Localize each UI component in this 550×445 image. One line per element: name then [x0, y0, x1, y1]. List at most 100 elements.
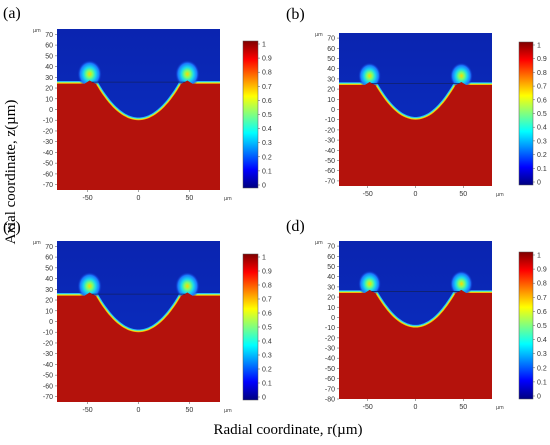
y-unit-label: µm	[33, 28, 41, 34]
colorbar-tick-label: 0.4	[262, 339, 272, 346]
y-tick-label: -10	[325, 117, 335, 124]
colorbar-tick-label: 0.8	[537, 281, 547, 288]
y-tick-label: 20	[45, 298, 53, 305]
colorbar-tick-label: 0.6	[537, 309, 547, 316]
colorbar-tick-label: 0.6	[262, 311, 272, 318]
colorbar-tick-label: 0.5	[537, 323, 547, 330]
y-tick-label: 30	[327, 76, 335, 83]
rim-glow	[449, 270, 473, 298]
y-unit-label: µm	[33, 240, 41, 246]
x-axis: -50 0 50 µm	[83, 190, 232, 202]
y-tick-label: 0	[49, 107, 53, 114]
heatmap-plot	[57, 29, 220, 190]
y-tick-label: -60	[43, 171, 53, 178]
rim-glow	[77, 60, 102, 89]
rim-glow	[358, 270, 382, 298]
colorbar-tick-label: 0.4	[262, 126, 272, 133]
colorbar-gradient	[518, 41, 534, 186]
y-tick-label: 70	[327, 244, 335, 251]
panel-b: (b)706050403020100-10-20-30-40-50-60-70µ…	[286, 6, 547, 198]
colorbar-tick-label: 1	[537, 253, 541, 260]
colorbar-tick-label: 0.2	[537, 152, 547, 159]
colorbar-tick-label: 0.7	[262, 84, 272, 91]
y-tick-label: 60	[45, 255, 53, 262]
y-tick-label: 60	[327, 254, 335, 261]
x-tick-label: -50	[83, 407, 93, 414]
x-tick-label: -50	[83, 195, 93, 202]
colorbar-tick-label: 0.8	[262, 283, 272, 290]
y-tick-label: -40	[325, 356, 335, 363]
panel-d: (d)706050403020100-10-20-30-40-50-60-70-…	[286, 218, 547, 411]
y-tick-label: 70	[327, 36, 335, 43]
colorbar-tick-label: 0.3	[262, 140, 272, 147]
colorbar-tick-label: 0.9	[537, 56, 547, 63]
y-axis: 70 60 50 40 30 20 10 0 -10 -20 -30 -40 -50 -60 -70 -80 µ…	[315, 240, 339, 404]
y-tick-label: 20	[327, 295, 335, 302]
colorbar-tick-label: 0.7	[537, 84, 547, 91]
x-unit-label: µm	[224, 196, 232, 202]
y-tick-label: 10	[45, 308, 53, 315]
y-tick-label: 30	[45, 287, 53, 294]
y-tick-label: -10	[43, 118, 53, 125]
colorbar-gradient	[242, 40, 259, 189]
y-tick-label: -20	[43, 340, 53, 347]
y-axis-label: Axial coordinate, z(µm)	[3, 100, 19, 245]
colorbar: 1 0.9 0.8 0.7 0.6 0.5 0.4 0.3 0.2 0.1 0	[518, 251, 547, 401]
colorbar-tick-label: 0.3	[537, 138, 547, 145]
heatmap-bottom-region	[339, 289, 492, 399]
y-tick-label: 60	[45, 43, 53, 50]
colorbar-tick-label: 0.4	[537, 125, 547, 132]
y-tick-label: 0	[331, 315, 335, 322]
rim-glow	[449, 62, 473, 90]
rim-glow	[175, 272, 200, 301]
heatmap-bottom-region	[57, 80, 220, 190]
y-tick-label: 60	[327, 46, 335, 53]
y-tick-label: 40	[45, 64, 53, 71]
x-tick-label: 50	[186, 407, 194, 414]
y-tick-label: 10	[327, 305, 335, 312]
y-tick-label: -50	[43, 373, 53, 380]
y-tick-label: -40	[43, 362, 53, 369]
colorbar-tick-label: 0.9	[262, 56, 272, 63]
colorbar-tick-label: 0.1	[262, 381, 272, 388]
colorbar-tick-label: 0.5	[537, 111, 547, 118]
y-tick-label: -50	[325, 366, 335, 373]
x-tick-label: 50	[459, 191, 467, 198]
y-axis: 70 60 50 40 30 20 10 0 -10 -20 -30 -40 -50 -60 -70 µm	[33, 28, 57, 189]
y-unit-label: µm	[315, 240, 323, 246]
y-tick-label: -70	[325, 386, 335, 393]
colorbar-tick-label: 0.9	[537, 267, 547, 274]
colorbar-tick-label: 0.1	[537, 166, 547, 173]
y-tick-label: -20	[325, 127, 335, 134]
x-tick-label: 50	[186, 195, 194, 202]
y-tick-label: -10	[43, 330, 53, 337]
y-tick-label: -70	[43, 182, 53, 189]
x-unit-label: µm	[496, 405, 504, 411]
colorbar-tick-label: 0.7	[262, 297, 272, 304]
y-tick-label: 10	[327, 97, 335, 104]
colorbar-tick-label: 1	[262, 42, 266, 49]
x-tick-label: 0	[137, 195, 141, 202]
y-tick-label: -70	[43, 394, 53, 401]
colorbar-gradient	[518, 251, 534, 400]
y-tick-label: -80	[325, 397, 335, 404]
y-tick-label: 50	[45, 265, 53, 272]
colorbar-tick-label: 0	[262, 395, 266, 402]
y-tick-label: 0	[49, 319, 53, 326]
colorbar-tick-label: 0	[537, 180, 541, 187]
colorbar-tick-label: 0.2	[262, 154, 272, 161]
panel-c: (c)706050403020100-10-20-30-40-50-60-70µ…	[3, 219, 272, 414]
colorbar: 1 0.9 0.8 0.7 0.6 0.5 0.4 0.3 0.2 0.1 0	[518, 41, 547, 187]
y-tick-label: -20	[43, 128, 53, 135]
y-tick-label: 0	[331, 107, 335, 114]
y-tick-label: -30	[43, 139, 53, 146]
x-tick-label: -50	[363, 191, 373, 198]
colorbar-tick-label: 0	[537, 394, 541, 401]
x-unit-label: µm	[224, 408, 232, 414]
heatmap-plot	[57, 241, 220, 402]
x-axis: -50 0 50 µm	[363, 399, 504, 411]
y-tick-label: -30	[325, 346, 335, 353]
colorbar-tick-label: 0.2	[537, 365, 547, 372]
y-tick-label: -40	[43, 150, 53, 157]
